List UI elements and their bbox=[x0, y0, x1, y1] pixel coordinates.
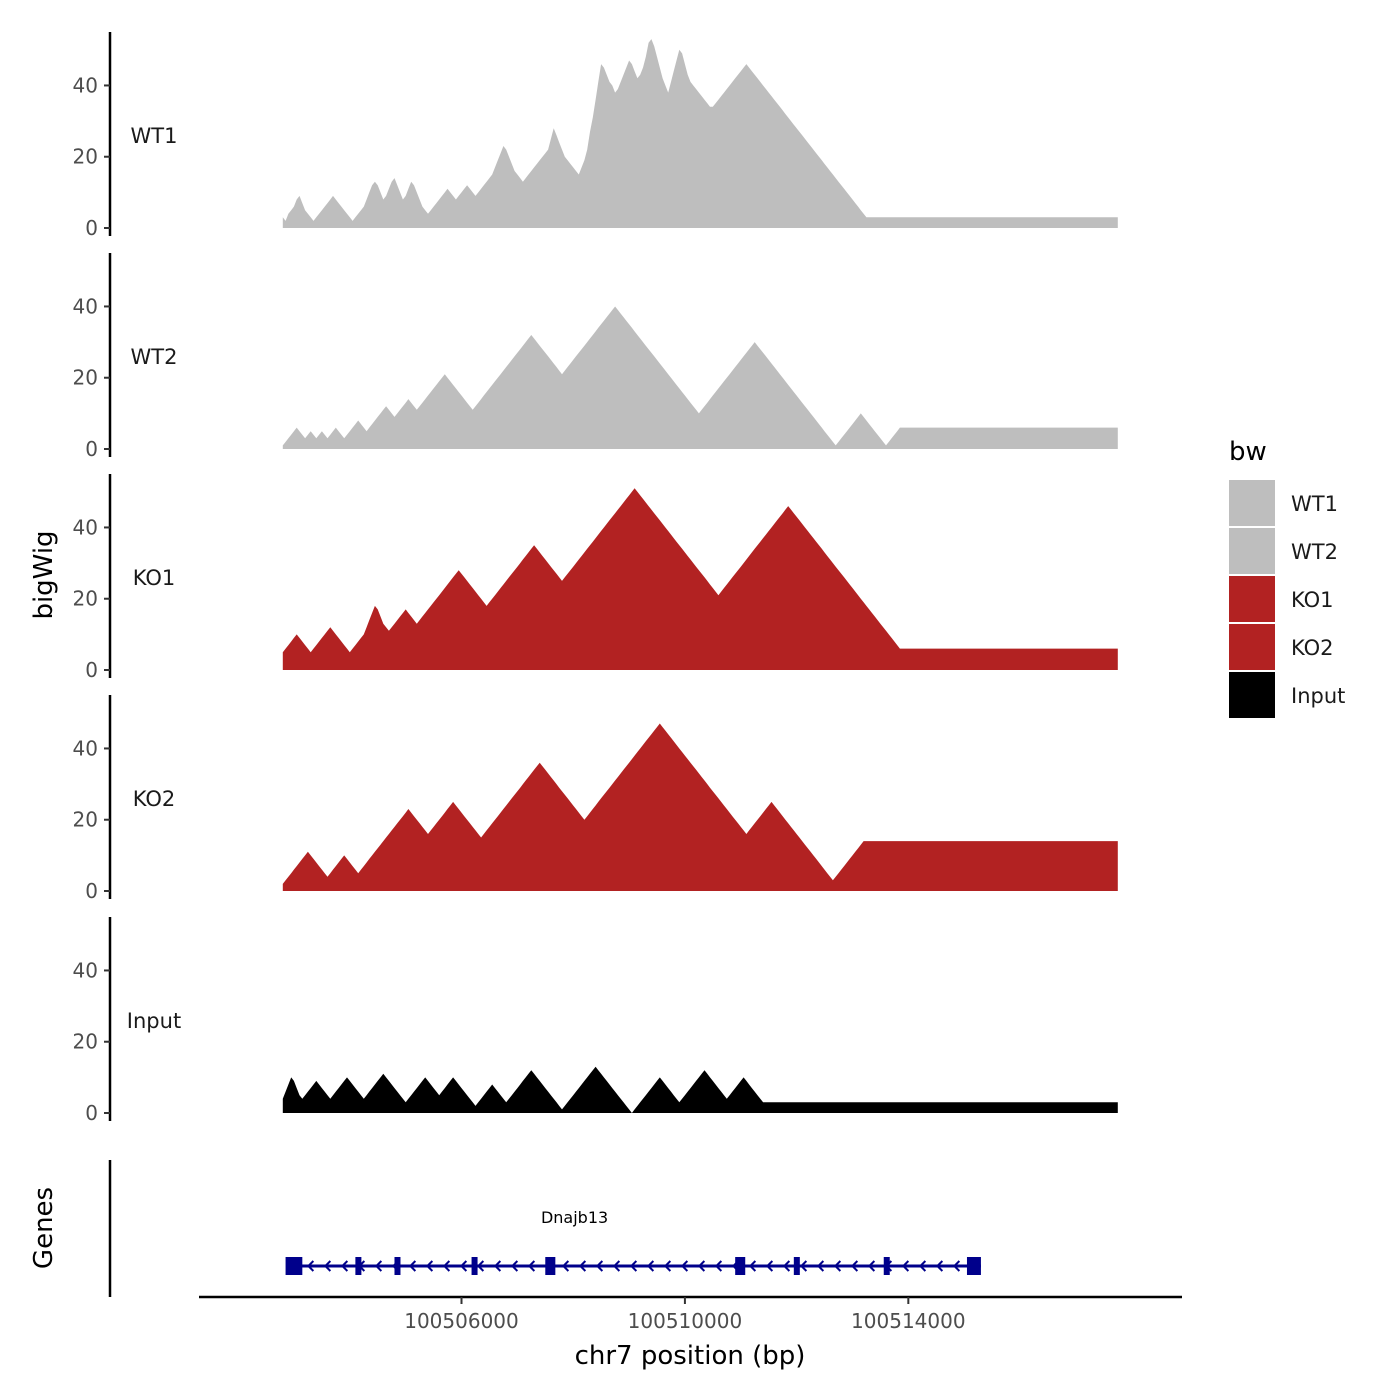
gene-exon-4 bbox=[471, 1257, 478, 1275]
x-tick-label-100514000: 100514000 bbox=[851, 1309, 966, 1333]
gene-strand-arrow bbox=[799, 1260, 808, 1272]
gene-strand-arrow bbox=[901, 1260, 910, 1272]
legend-title: bw bbox=[1229, 437, 1267, 467]
track-wt2-y-tick-label-40: 40 bbox=[73, 294, 98, 318]
gene-strand-arrow bbox=[935, 1260, 944, 1272]
gene-strand-arrow bbox=[646, 1260, 655, 1272]
legend: bw WT1 WT2 KO1 KO2 Input bbox=[1229, 437, 1345, 718]
gene-strand-arrow bbox=[442, 1260, 451, 1272]
track-ko1: 0 20 40 KO1 bbox=[73, 474, 1118, 682]
track-input-y-tick-label-0: 0 bbox=[85, 1101, 98, 1125]
coverage-tracks: 0 20 40 WT1 0 20 40 WT2 0 20 40 KO1 0 20 40 KO2 0 20 40 Inp… bbox=[73, 32, 1118, 1125]
track-wt2: 0 20 40 WT2 bbox=[73, 253, 1118, 461]
track-input-y-tick-label-40: 40 bbox=[73, 958, 98, 982]
gene-strand-arrow bbox=[459, 1260, 468, 1272]
gene-strand-arrow bbox=[680, 1260, 689, 1272]
gene-strand-arrow bbox=[816, 1260, 825, 1272]
gene-exon-5 bbox=[545, 1257, 556, 1275]
legend-label-wt2: WT2 bbox=[1291, 540, 1338, 564]
track-wt1-label: WT1 bbox=[131, 124, 178, 148]
track-ko2: 0 20 40 KO2 bbox=[73, 695, 1118, 903]
gene-name-label: Dnajb13 bbox=[541, 1208, 608, 1227]
gene-exon-6 bbox=[735, 1257, 746, 1275]
gene-strand-arrow bbox=[714, 1260, 723, 1272]
legend-swatch-ko2 bbox=[1229, 624, 1275, 670]
track-input-coverage-area bbox=[282, 1066, 1118, 1113]
gene-strand-arrow bbox=[697, 1260, 706, 1272]
genes-panel: Genes Dnajb13 bbox=[29, 1160, 981, 1297]
track-ko1-y-tick-label-20: 20 bbox=[73, 587, 98, 611]
gene-strand-arrow bbox=[867, 1260, 876, 1272]
gene-strand-arrow bbox=[340, 1260, 349, 1272]
track-wt1: 0 20 40 WT1 bbox=[73, 32, 1118, 240]
track-ko2-label: KO2 bbox=[133, 787, 176, 811]
gene-strand-arrow bbox=[510, 1260, 519, 1272]
gene-exon-3 bbox=[394, 1257, 401, 1275]
gene-strand-arrow bbox=[748, 1260, 757, 1272]
gene-exon-1 bbox=[285, 1257, 303, 1275]
gene-exon-2 bbox=[355, 1257, 362, 1275]
track-ko2-y-tick-label-0: 0 bbox=[85, 879, 98, 903]
track-wt2-label: WT2 bbox=[131, 345, 178, 369]
legend-label-ko2: KO2 bbox=[1291, 636, 1334, 660]
track-wt1-y-tick-label-20: 20 bbox=[73, 145, 98, 169]
gene-strand-arrow bbox=[493, 1260, 502, 1272]
track-ko1-y-tick-label-0: 0 bbox=[85, 658, 98, 682]
track-ko2-y-tick-label-40: 40 bbox=[73, 736, 98, 760]
gene-exon-7 bbox=[793, 1257, 800, 1275]
gene-strand-arrow bbox=[663, 1260, 672, 1272]
gene-exon-8 bbox=[883, 1257, 890, 1275]
track-wt1-coverage-area bbox=[282, 39, 1118, 228]
legend-items: WT1 WT2 KO1 KO2 Input bbox=[1229, 480, 1345, 718]
gene-exon-9 bbox=[966, 1257, 981, 1275]
track-input: 0 20 40 Input bbox=[73, 917, 1118, 1125]
legend-label-input: Input bbox=[1291, 684, 1345, 708]
gene-strand-arrow bbox=[765, 1260, 774, 1272]
gene-strand-arrow bbox=[850, 1260, 859, 1272]
y-axis-title: bigWig bbox=[29, 530, 59, 619]
x-tick-label-100506000: 100506000 bbox=[404, 1309, 519, 1333]
legend-swatch-wt1 bbox=[1229, 480, 1275, 526]
track-wt2-y-tick-label-20: 20 bbox=[73, 366, 98, 390]
gene-strand-arrow bbox=[323, 1260, 332, 1272]
track-wt1-y-tick-label-0: 0 bbox=[85, 216, 98, 240]
gene-strand-arrow bbox=[476, 1260, 485, 1272]
gene-strand-arrow bbox=[833, 1260, 842, 1272]
gene-strand-arrow bbox=[561, 1260, 570, 1272]
track-input-label: Input bbox=[127, 1009, 181, 1033]
x-axis-title: chr7 position (bp) bbox=[575, 1341, 806, 1371]
gene-strand-arrow bbox=[306, 1260, 315, 1272]
genes-panel-label: Genes bbox=[29, 1187, 59, 1269]
track-ko1-y-tick-label-40: 40 bbox=[73, 515, 98, 539]
gene-strand-arrow bbox=[408, 1260, 417, 1272]
gene-model bbox=[285, 1257, 981, 1275]
legend-label-wt1: WT1 bbox=[1291, 492, 1338, 516]
track-ko2-y-tick-label-20: 20 bbox=[73, 808, 98, 832]
track-ko2-coverage-area bbox=[282, 723, 1118, 891]
track-wt2-coverage-area bbox=[282, 306, 1118, 449]
track-ko1-coverage-area bbox=[282, 488, 1118, 670]
gene-strand-arrow bbox=[578, 1260, 587, 1272]
legend-label-ko1: KO1 bbox=[1291, 588, 1334, 612]
gene-strand-arrow bbox=[595, 1260, 604, 1272]
gene-strand-arrow bbox=[374, 1260, 383, 1272]
x-axis-ticks: 100506000 100510000 100514000 bbox=[404, 1297, 966, 1333]
gene-strand-arrow bbox=[782, 1260, 791, 1272]
track-ko1-label: KO1 bbox=[133, 566, 176, 590]
track-wt2-y-tick-label-0: 0 bbox=[85, 437, 98, 461]
gene-strand-arrow bbox=[527, 1260, 536, 1272]
x-tick-label-100510000: 100510000 bbox=[628, 1309, 743, 1333]
gene-strand-arrow bbox=[425, 1260, 434, 1272]
legend-swatch-input bbox=[1229, 672, 1275, 718]
gene-strand-arrow bbox=[612, 1260, 621, 1272]
track-input-y-tick-label-20: 20 bbox=[73, 1030, 98, 1054]
x-axis: 100506000 100510000 100514000 chr7 positio… bbox=[199, 1295, 1182, 1371]
legend-swatch-ko1 bbox=[1229, 576, 1275, 622]
gene-strand-arrow bbox=[629, 1260, 638, 1272]
gene-strand-arrow bbox=[952, 1260, 961, 1272]
track-wt1-y-tick-label-40: 40 bbox=[73, 73, 98, 97]
legend-swatch-wt2 bbox=[1229, 528, 1275, 574]
gene-strand-arrow bbox=[918, 1260, 927, 1272]
